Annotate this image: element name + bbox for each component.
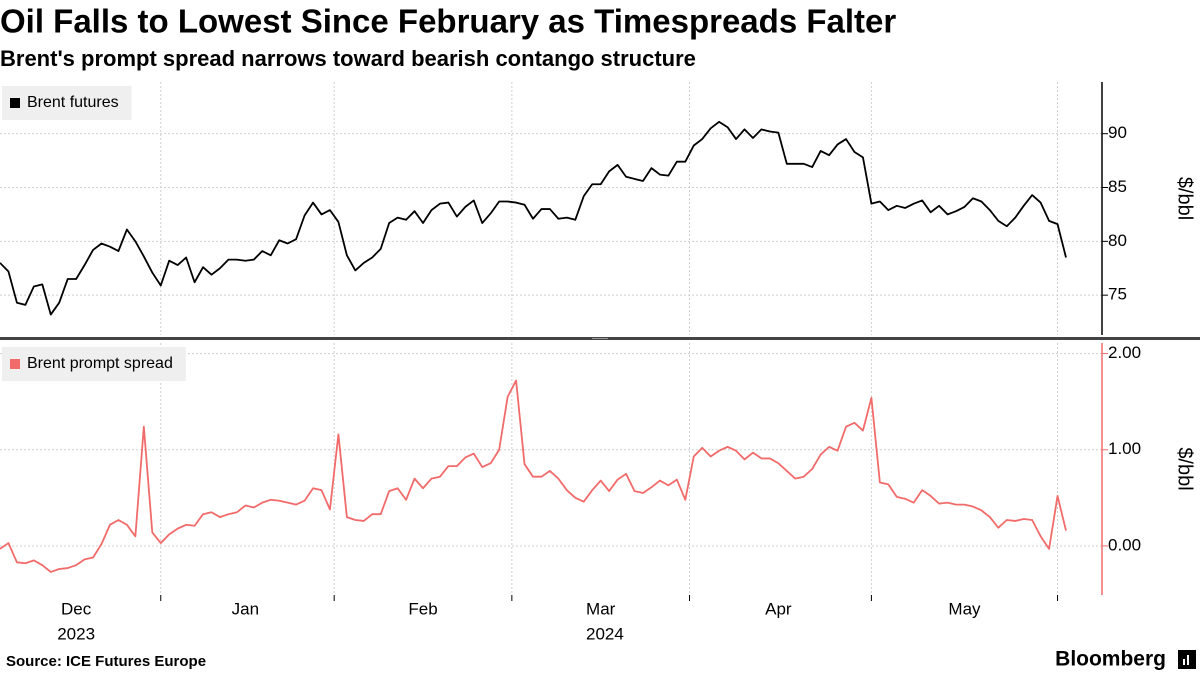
brand-icon-bar	[1183, 659, 1185, 665]
x-tick-label: Mar	[586, 599, 616, 618]
legend-swatch	[10, 359, 20, 369]
legend-swatch	[10, 98, 20, 108]
legend: Brent futures	[2, 86, 132, 120]
brand-icon-bar	[1187, 655, 1189, 665]
x-tick-label: Feb	[408, 599, 437, 618]
x-tick-label: Apr	[765, 599, 792, 618]
x-year-label: 2024	[586, 624, 624, 643]
y-tick-label: 85	[1108, 177, 1127, 196]
y-tick-label: 2.00	[1108, 343, 1141, 362]
legend-label: Brent prompt spread	[27, 355, 173, 372]
legend-background	[2, 86, 132, 120]
y-tick-label: 90	[1108, 123, 1127, 142]
chart-subtitle: Brent's prompt spread narrows toward bea…	[0, 46, 696, 71]
y-axis-title: $/bbl	[1174, 177, 1196, 220]
y-axis-title: $/bbl	[1174, 447, 1196, 490]
x-tick-label: May	[948, 599, 981, 618]
x-year-label: 2023	[57, 624, 95, 643]
data-line	[0, 120, 1067, 316]
legend: Brent prompt spread	[2, 347, 186, 381]
source-note: Source: ICE Futures Europe	[6, 653, 206, 670]
brand-logo: Bloomberg	[1055, 648, 1166, 671]
data-line	[0, 379, 1067, 573]
y-tick-label: 0.00	[1108, 535, 1141, 554]
legend-background	[2, 347, 186, 381]
y-tick-label: 75	[1108, 285, 1127, 304]
chart-title: Oil Falls to Lowest Since February as Ti…	[0, 3, 896, 40]
y-tick-label: 80	[1108, 231, 1127, 250]
x-tick-label: Jan	[232, 599, 259, 618]
legend-label: Brent futures	[27, 94, 119, 111]
y-tick-label: 1.00	[1108, 439, 1141, 458]
x-tick-label: Dec	[61, 599, 92, 618]
